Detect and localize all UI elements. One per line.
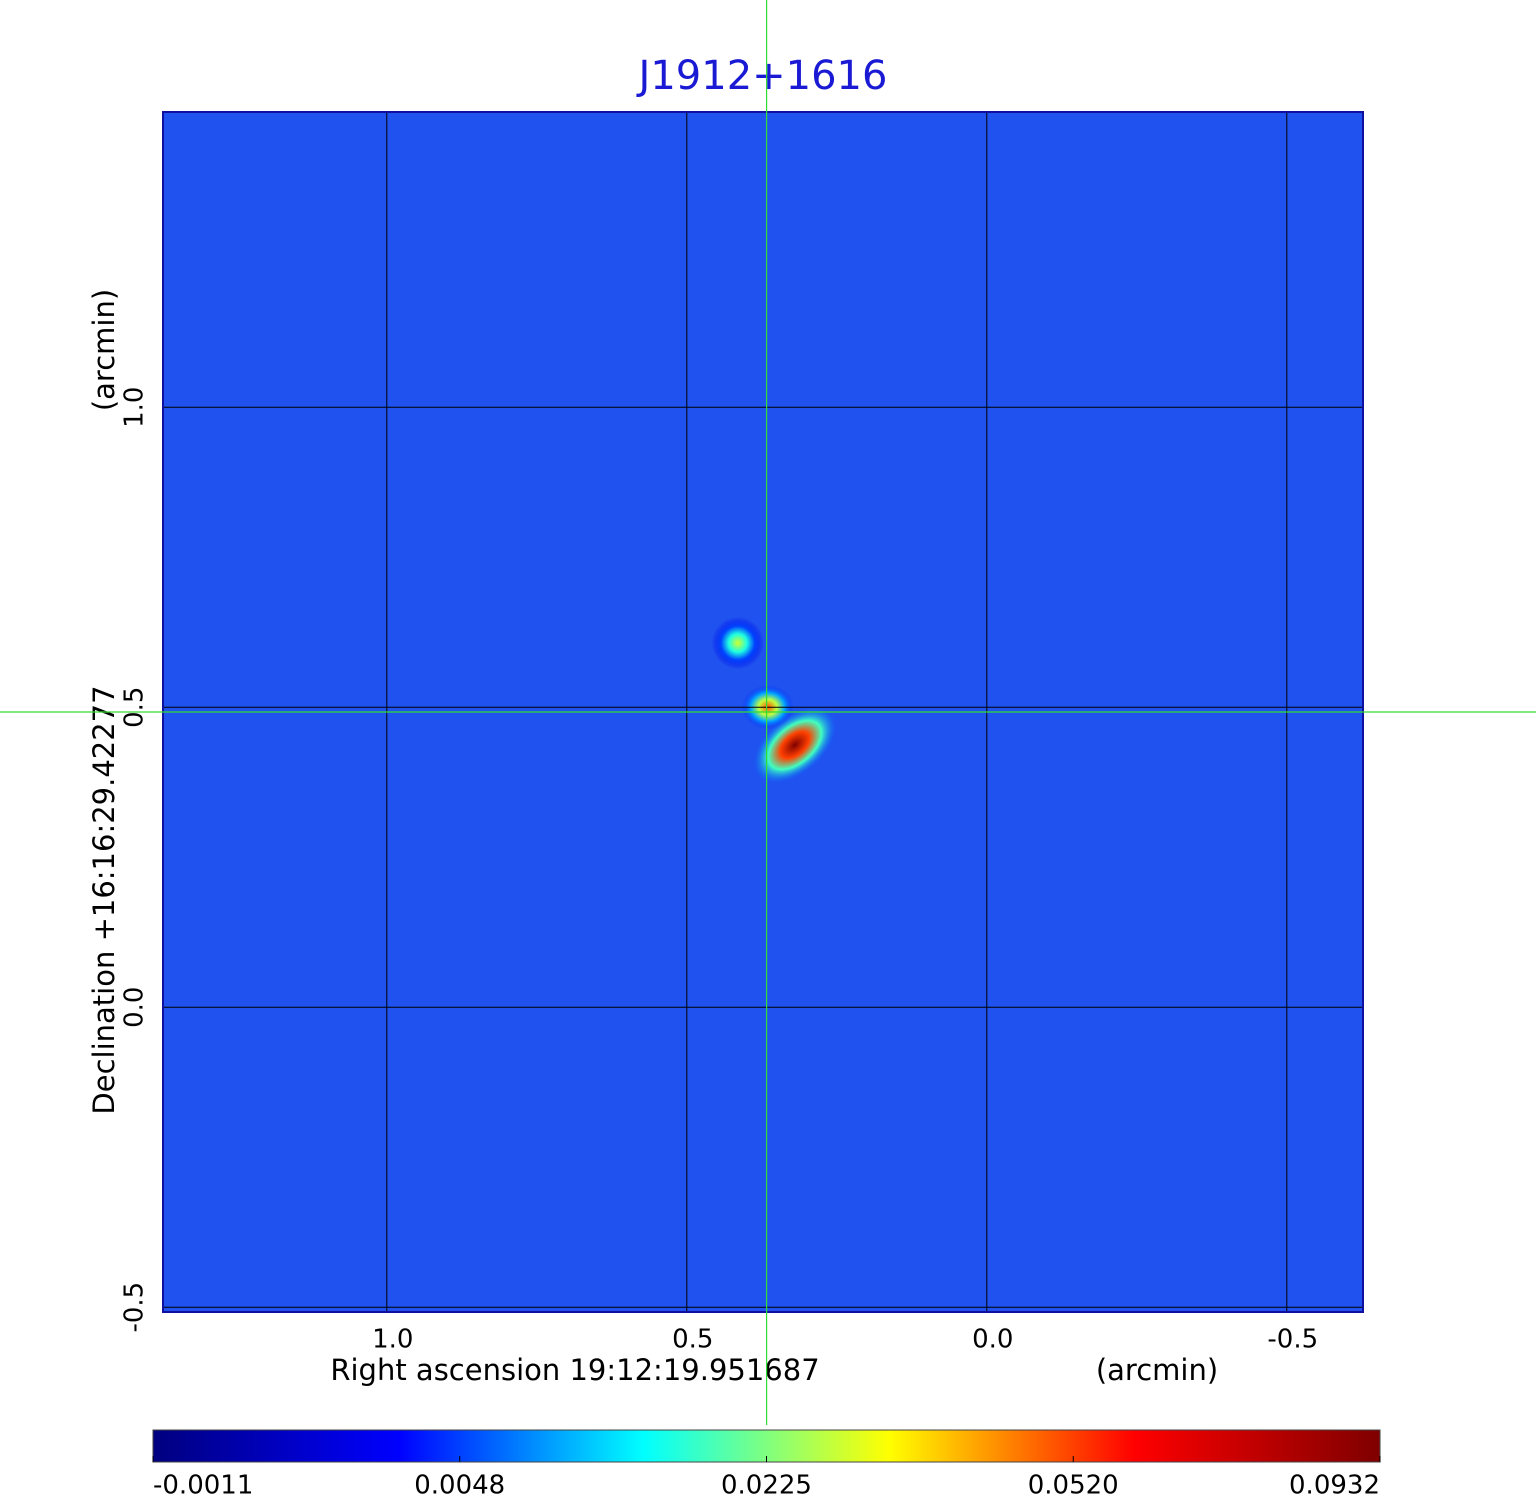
y-axis-unit: (arcmin) — [87, 289, 121, 411]
y-tick-label: -0.5 — [120, 1282, 150, 1333]
x-tick-label: 0.0 — [972, 1325, 1013, 1355]
x-axis-label: Right ascension 19:12:19.951687 — [330, 1353, 819, 1387]
colorbar-tick-label: -0.0011 — [153, 1471, 253, 1500]
chart-title: J1912+1616 — [636, 53, 888, 99]
colorbar-tick-label: 0.0932 — [1289, 1471, 1380, 1500]
x-tick-label: 0.5 — [672, 1325, 713, 1355]
y-tick-label: 0.0 — [120, 987, 150, 1028]
colorbar-tick-label: 0.0225 — [721, 1471, 812, 1500]
y-tick-label: 1.0 — [120, 387, 150, 428]
colorbar-tick-label: 0.0520 — [1028, 1471, 1119, 1500]
x-axis-unit: (arcmin) — [1096, 1353, 1218, 1387]
colorbar-tick-label: 0.0048 — [414, 1471, 505, 1500]
y-axis-label: Declination +16:16:29.42277 — [87, 685, 121, 1114]
source — [711, 617, 764, 669]
x-tick-label: -0.5 — [1267, 1325, 1318, 1355]
y-tick-label: 0.5 — [120, 687, 150, 728]
x-tick-label: 1.0 — [372, 1325, 413, 1355]
